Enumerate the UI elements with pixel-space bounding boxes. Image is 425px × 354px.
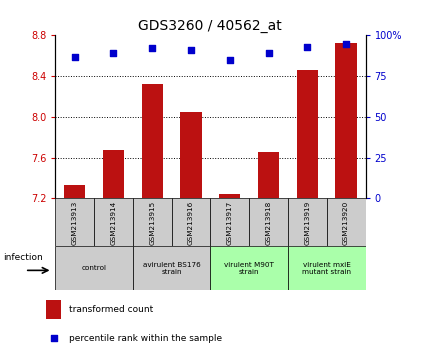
- Bar: [142, 84, 163, 198]
- Bar: [133, 198, 172, 246]
- Bar: [210, 198, 249, 246]
- Bar: [172, 198, 210, 246]
- Bar: [64, 185, 85, 198]
- Point: [149, 46, 156, 51]
- Text: percentile rank within the sample: percentile rank within the sample: [69, 333, 222, 343]
- Point: [343, 41, 349, 46]
- Bar: [288, 246, 366, 290]
- Text: GSM213916: GSM213916: [188, 201, 194, 245]
- Bar: [327, 198, 366, 246]
- Text: virulent M90T
strain: virulent M90T strain: [224, 262, 274, 275]
- Text: GSM213914: GSM213914: [110, 201, 116, 245]
- Bar: [297, 70, 318, 198]
- Text: GSM213920: GSM213920: [343, 201, 349, 245]
- Bar: [55, 198, 94, 246]
- Point: [227, 57, 233, 63]
- Point: [265, 51, 272, 56]
- Bar: [210, 246, 288, 290]
- Text: GSM213917: GSM213917: [227, 201, 233, 245]
- Point: [50, 335, 57, 341]
- Text: avirulent BS176
strain: avirulent BS176 strain: [143, 262, 201, 275]
- Bar: [55, 246, 133, 290]
- Bar: [180, 112, 201, 198]
- Bar: [288, 198, 327, 246]
- Text: transformed count: transformed count: [69, 305, 153, 314]
- Point: [304, 44, 311, 50]
- Bar: [133, 246, 210, 290]
- Text: control: control: [82, 265, 107, 271]
- Text: GSM213915: GSM213915: [149, 201, 155, 245]
- Point: [71, 54, 78, 59]
- Text: virulent mxiE
mutant strain: virulent mxiE mutant strain: [302, 262, 351, 275]
- Text: GSM213913: GSM213913: [72, 201, 78, 245]
- Bar: [335, 42, 357, 198]
- Text: infection: infection: [3, 253, 42, 262]
- Bar: [103, 150, 124, 198]
- Title: GDS3260 / 40562_at: GDS3260 / 40562_at: [139, 19, 282, 33]
- Bar: [46, 300, 61, 319]
- Bar: [249, 198, 288, 246]
- Bar: [258, 153, 279, 198]
- Point: [187, 47, 194, 53]
- Point: [110, 51, 117, 56]
- Bar: [94, 198, 133, 246]
- Bar: [219, 194, 241, 198]
- Text: GSM213918: GSM213918: [266, 201, 272, 245]
- Text: GSM213919: GSM213919: [304, 201, 310, 245]
